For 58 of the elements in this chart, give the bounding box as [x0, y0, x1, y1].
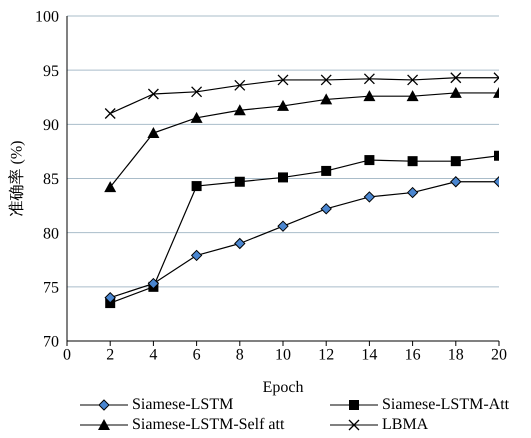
x-tick-label: 12 — [318, 346, 334, 364]
point — [192, 181, 202, 192]
x-tick-label: 8 — [236, 346, 244, 364]
x-tick-label: 18 — [448, 346, 464, 364]
point — [407, 187, 418, 198]
point — [450, 156, 461, 166]
y-tick-label: 100 — [35, 8, 59, 26]
point — [277, 100, 289, 111]
x-tick-label: 0 — [63, 346, 71, 364]
point — [320, 74, 332, 86]
point — [278, 172, 288, 182]
x-tick-label: 6 — [192, 346, 201, 364]
legend-label: Siamese-LSTM-Self att — [132, 416, 284, 434]
point — [190, 112, 203, 123]
point — [406, 74, 418, 86]
legend-label: LBMA — [382, 416, 428, 434]
y-tick-label: 90 — [43, 117, 59, 134]
point — [450, 72, 462, 84]
y-tick-label: 70 — [43, 334, 59, 351]
point — [148, 88, 160, 100]
point — [320, 93, 332, 104]
point — [320, 203, 332, 214]
y-tick-label: 75 — [43, 280, 59, 297]
legend-label: Siamese-LSTM — [132, 396, 234, 414]
x-tick-label: 10 — [275, 346, 291, 364]
point — [408, 156, 418, 166]
y-tick-label: 85 — [43, 171, 59, 188]
x-tick-label: 20 — [491, 346, 507, 364]
y-tick-label: 80 — [43, 225, 59, 242]
point — [278, 220, 288, 232]
point — [321, 166, 332, 176]
point — [364, 155, 374, 166]
point — [148, 278, 159, 290]
point — [234, 80, 246, 91]
point — [234, 104, 246, 116]
point — [234, 238, 246, 249]
point — [364, 191, 375, 202]
y-tick-label: 95 — [43, 62, 59, 80]
point — [234, 176, 245, 187]
x-tick-label: 14 — [361, 346, 378, 364]
point — [450, 86, 462, 98]
y-axis-title: 准确率 (%) — [8, 140, 26, 216]
point — [450, 176, 462, 188]
x-tick-label: 16 — [404, 346, 421, 364]
x-tick-label: 4 — [149, 346, 158, 364]
point — [104, 108, 116, 120]
point — [406, 90, 419, 102]
point — [277, 74, 289, 86]
point — [104, 292, 116, 304]
x-tick-label: 2 — [106, 346, 114, 364]
point — [147, 127, 160, 138]
point — [363, 90, 376, 102]
point — [104, 181, 116, 192]
x-axis-title: Epoch — [262, 379, 304, 396]
point — [191, 250, 202, 261]
legend-label: Siamese-LSTM-Att — [382, 396, 510, 414]
point — [190, 86, 202, 98]
point — [364, 73, 376, 84]
